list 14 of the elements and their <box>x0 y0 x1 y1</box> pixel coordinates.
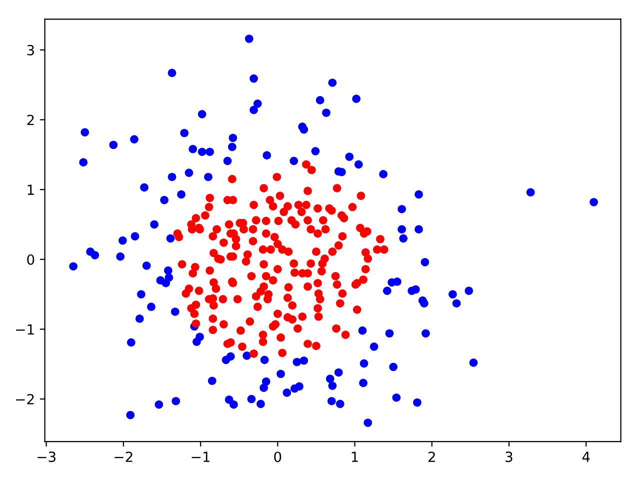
y-tick-label: 2 <box>27 114 34 126</box>
x-tick-label: 0 <box>274 452 282 462</box>
x-tick-label: −3 <box>38 452 56 462</box>
y-tick-label: 1 <box>28 184 34 195</box>
y-tick-label: −1 <box>16 324 34 334</box>
x-tick-label: 2 <box>428 452 435 462</box>
x-tick-label: 3 <box>506 452 512 462</box>
x-tick-label: 4 <box>582 452 590 462</box>
x-tick-label: 1 <box>352 452 358 462</box>
x-tick-label: −2 <box>114 452 132 462</box>
y-tick-label: −2 <box>16 394 34 404</box>
y-tick-label: 0 <box>27 254 34 265</box>
x-tick-label: −1 <box>192 452 210 462</box>
y-tick-label: 3 <box>27 44 34 56</box>
